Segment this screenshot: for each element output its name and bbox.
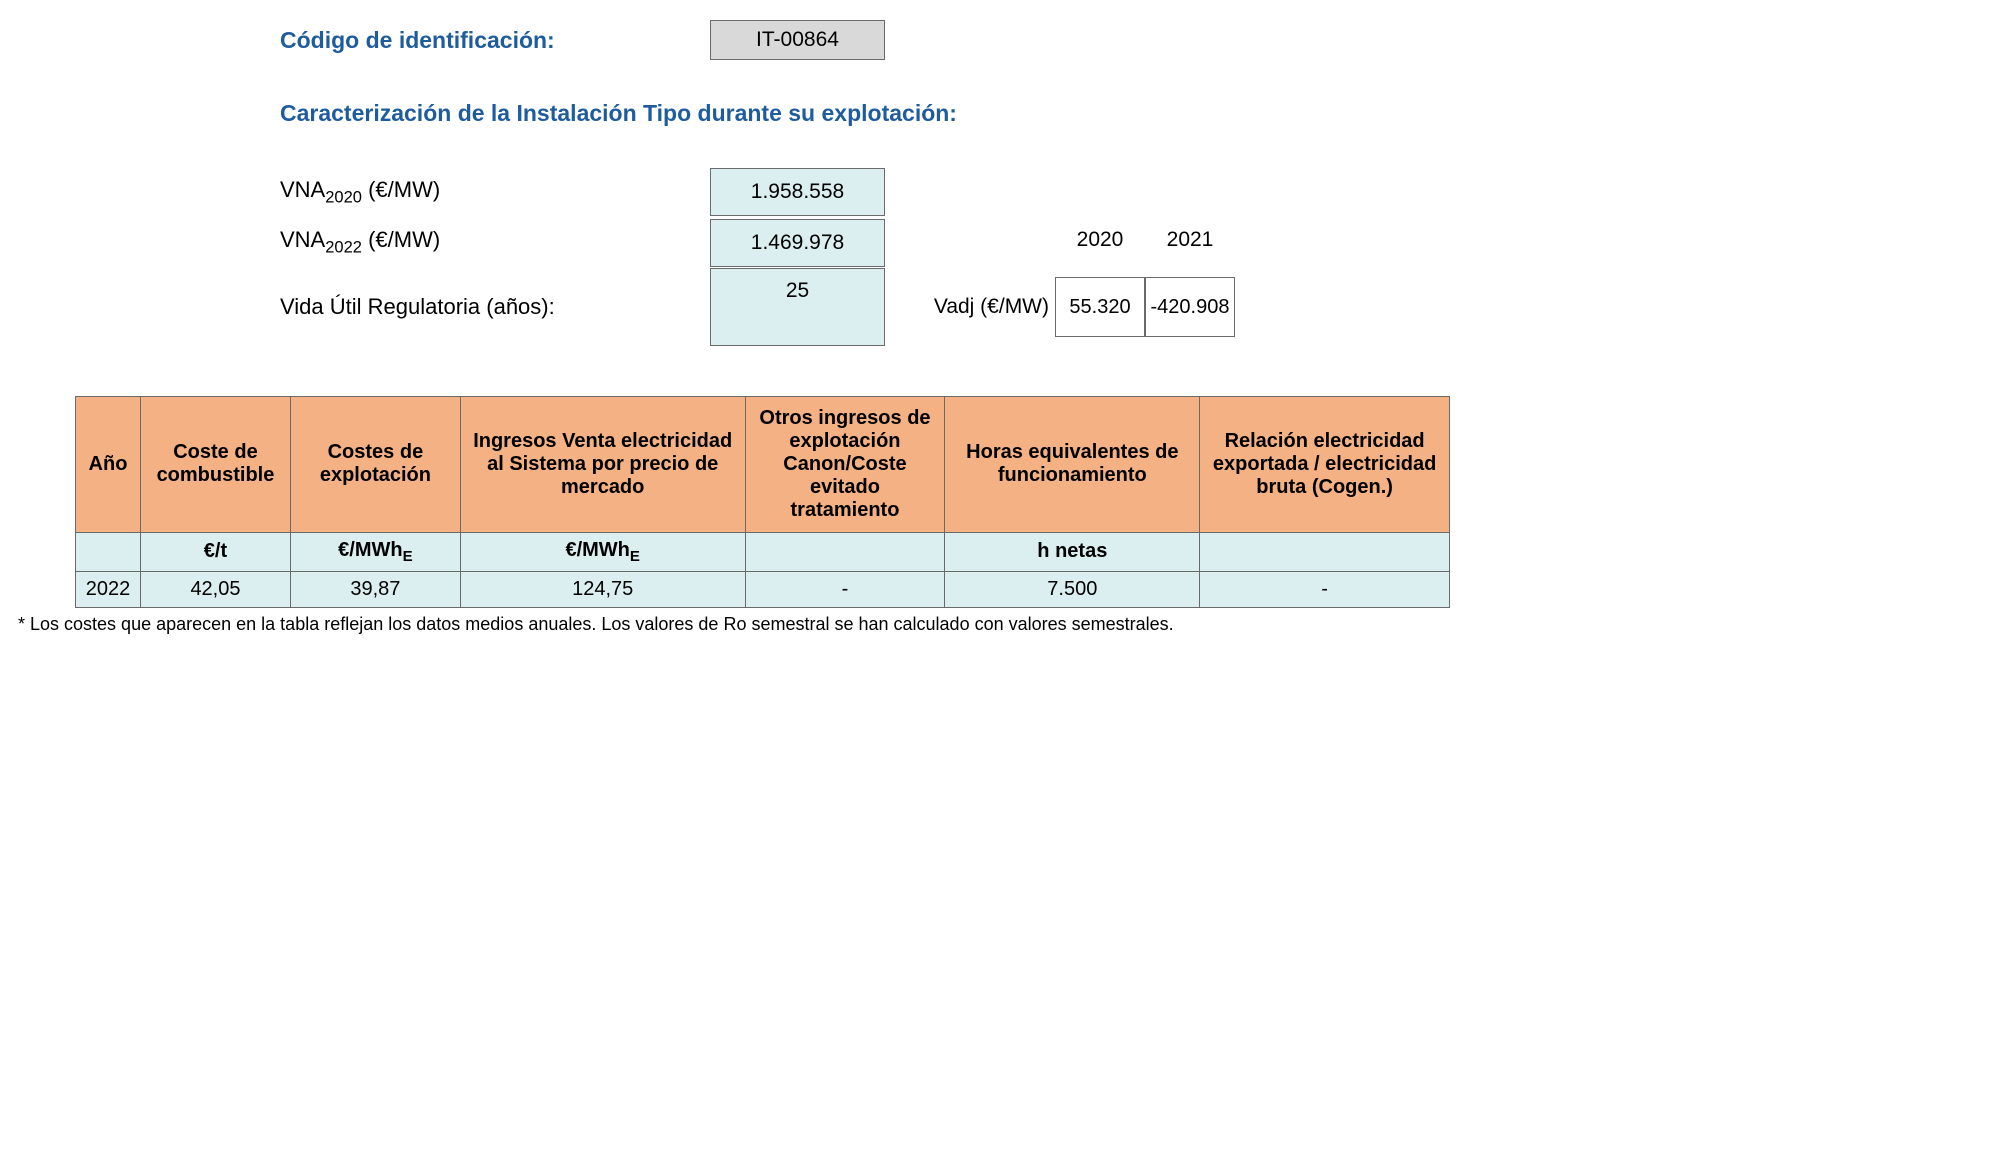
vna2020-value: 1.958.558 bbox=[710, 168, 885, 216]
cell-fuel: 42,05 bbox=[140, 571, 290, 607]
vadj-year-headers: 2020 2021 bbox=[1055, 228, 1235, 258]
cell-other: - bbox=[745, 571, 945, 607]
table-header-row: Año Coste de combustible Costes de explo… bbox=[76, 396, 1450, 532]
vadj-value-0: 55.320 bbox=[1055, 277, 1145, 337]
th-ratio: Relación electricidad exportada / electr… bbox=[1200, 396, 1450, 532]
cell-ratio: - bbox=[1200, 571, 1450, 607]
cell-year: 2022 bbox=[76, 571, 141, 607]
vadj-year-1: 2021 bbox=[1145, 228, 1235, 258]
cell-opex: 39,87 bbox=[290, 571, 460, 607]
vadj-block: Vadj (€/MW) 55.320 -420.908 bbox=[925, 277, 1235, 337]
cell-rev: 124,75 bbox=[460, 571, 745, 607]
identification-row: Código de identificación: IT-00864 bbox=[10, 20, 1990, 60]
unit-hours: h netas bbox=[945, 532, 1200, 571]
vna2022-prefix: VNA bbox=[280, 227, 325, 252]
code-label: Código de identificación: bbox=[280, 27, 710, 54]
unit-opex-prefix: €/MWh bbox=[338, 539, 402, 561]
vna2022-sub: 2022 bbox=[325, 239, 362, 257]
vadj-year-0: 2020 bbox=[1055, 228, 1145, 258]
unit-opex-sub: E bbox=[403, 548, 413, 565]
vadj-label: Vadj (€/MW) bbox=[925, 295, 1055, 319]
vna2022-row: VNA2022 (€/MW) 1.469.978 2020 2021 bbox=[10, 217, 1990, 267]
characterization-heading: Caracterización de la Instalación Tipo d… bbox=[280, 100, 1990, 127]
unit-ratio bbox=[1200, 532, 1450, 571]
unit-rev-prefix: €/MWh bbox=[565, 539, 629, 561]
params-block: VNA2020 (€/MW) 1.958.558 VNA2022 (€/MW) … bbox=[10, 167, 1990, 346]
table-row: 2022 42,05 39,87 124,75 - 7.500 - bbox=[76, 571, 1450, 607]
vida-value: 25 bbox=[710, 268, 885, 346]
vna2022-label: VNA2022 (€/MW) bbox=[280, 217, 710, 267]
unit-rev: €/MWhE bbox=[460, 532, 745, 571]
vida-row: Vida Útil Regulatoria (años): 25 Vadj (€… bbox=[10, 268, 1990, 346]
cell-hours: 7.500 bbox=[945, 571, 1200, 607]
unit-fuel: €/t bbox=[140, 532, 290, 571]
vna2020-row: VNA2020 (€/MW) 1.958.558 bbox=[10, 167, 1990, 217]
th-fuel: Coste de combustible bbox=[140, 396, 290, 532]
code-value-box: IT-00864 bbox=[710, 20, 885, 60]
unit-opex: €/MWhE bbox=[290, 532, 460, 571]
vadj-value-1: -420.908 bbox=[1145, 277, 1235, 337]
unit-year bbox=[76, 532, 141, 571]
footnote: * Los costes que aparecen en la tabla re… bbox=[18, 614, 1990, 635]
th-year: Año bbox=[76, 396, 141, 532]
vna2020-prefix: VNA bbox=[280, 177, 325, 202]
th-hours: Horas equivalentes de funcionamiento bbox=[945, 396, 1200, 532]
vadj-value-1-text: -420.908 bbox=[1151, 296, 1230, 318]
vna2020-sub: 2020 bbox=[325, 188, 362, 206]
vna2022-units: (€/MW) bbox=[362, 227, 440, 252]
th-opex: Costes de explotación bbox=[290, 396, 460, 532]
th-rev: Ingresos Venta electricidad al Sistema p… bbox=[460, 396, 745, 532]
vna2020-label: VNA2020 (€/MW) bbox=[280, 167, 710, 217]
unit-rev-sub: E bbox=[630, 548, 640, 565]
vna2022-value: 1.469.978 bbox=[710, 219, 885, 267]
table-units-row: €/t €/MWhE €/MWhE h netas bbox=[76, 532, 1450, 571]
unit-other bbox=[745, 532, 945, 571]
vna2020-units: (€/MW) bbox=[362, 177, 440, 202]
data-table: Año Coste de combustible Costes de explo… bbox=[75, 396, 1450, 608]
vida-label: Vida Útil Regulatoria (años): bbox=[280, 284, 710, 330]
th-other: Otros ingresos de explotación Canon/Cost… bbox=[745, 396, 945, 532]
